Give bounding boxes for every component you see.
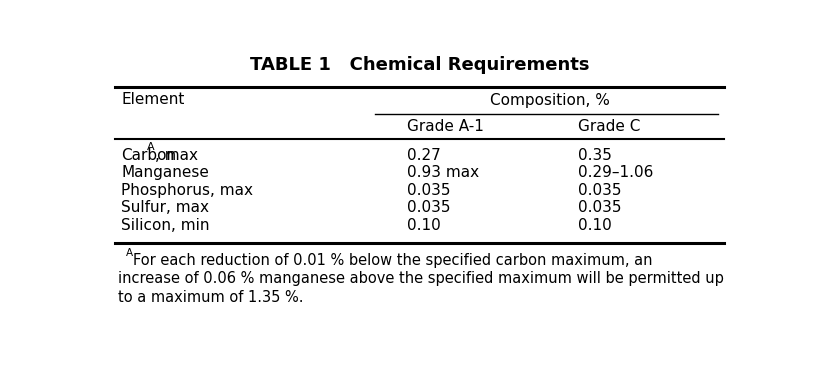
Text: Sulfur, max: Sulfur, max bbox=[121, 201, 210, 215]
Text: Phosphorus, max: Phosphorus, max bbox=[121, 183, 253, 198]
Text: 0.10: 0.10 bbox=[578, 218, 612, 233]
Text: 0.035: 0.035 bbox=[407, 183, 450, 198]
Text: 0.035: 0.035 bbox=[407, 201, 450, 215]
Text: TABLE 1   Chemical Requirements: TABLE 1 Chemical Requirements bbox=[250, 56, 590, 74]
Text: 0.93 max: 0.93 max bbox=[407, 165, 479, 180]
Text: 0.27: 0.27 bbox=[407, 148, 441, 163]
Text: Grade C: Grade C bbox=[578, 119, 640, 133]
Text: 0.035: 0.035 bbox=[578, 201, 622, 215]
Text: Silicon, min: Silicon, min bbox=[121, 218, 210, 233]
Text: A: A bbox=[126, 248, 133, 258]
Text: A: A bbox=[147, 142, 155, 152]
Text: Carbon: Carbon bbox=[121, 148, 177, 163]
Text: Manganese: Manganese bbox=[121, 165, 210, 180]
Text: 0.10: 0.10 bbox=[407, 218, 441, 233]
Text: 0.035: 0.035 bbox=[578, 183, 622, 198]
Text: 0.35: 0.35 bbox=[578, 148, 613, 163]
Text: Element: Element bbox=[121, 92, 185, 107]
Text: Composition, %: Composition, % bbox=[490, 93, 610, 108]
Text: For each reduction of 0.01 % below the specified carbon maximum, an: For each reduction of 0.01 % below the s… bbox=[133, 253, 653, 268]
Text: 0.29–1.06: 0.29–1.06 bbox=[578, 165, 654, 180]
Text: to a maximum of 1.35 %.: to a maximum of 1.35 %. bbox=[118, 290, 304, 305]
Text: , max: , max bbox=[155, 148, 198, 163]
Text: increase of 0.06 % manganese above the specified maximum will be permitted up: increase of 0.06 % manganese above the s… bbox=[118, 271, 724, 287]
Text: Grade A-1: Grade A-1 bbox=[407, 119, 484, 133]
